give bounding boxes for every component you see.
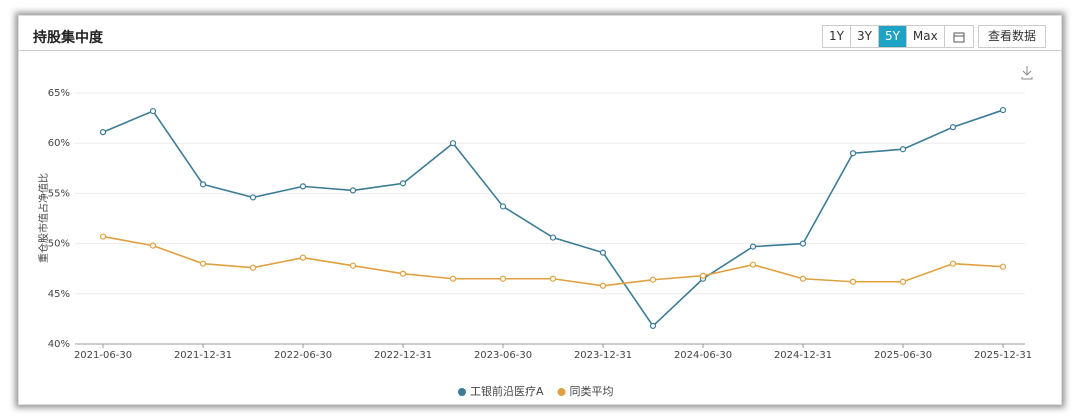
x-tick-label: 2024-12-31 [774,350,832,361]
range-buttons: 1Y 3Y 5Y Max [822,25,974,48]
data-point [549,275,557,282]
y-tick-label: 50% [48,239,70,250]
title: 持股集中度 [33,30,103,46]
data-point [949,260,957,267]
data-point [749,243,757,250]
view-data-button[interactable]: 查看数据 [978,25,1047,48]
data-point [599,249,607,256]
data-point [499,203,507,210]
range-button[interactable]: 5Y [878,26,907,47]
x-tick-label: 2021-06-30 [74,350,132,361]
legend-label: 同类平均 [570,384,614,398]
data-point [299,254,307,261]
y-tick-label: 45% [48,289,70,300]
data-point [349,187,357,194]
data-point [649,322,657,330]
data-point [449,275,457,282]
y-tick-label: 40% [48,339,70,350]
data-point [849,278,857,285]
data-point [249,194,257,201]
y-tick-label: 60% [48,138,70,149]
download-icon[interactable] [1021,66,1033,80]
data-point [899,146,907,153]
data-point [149,242,157,249]
range-button[interactable]: 3Y [851,26,879,47]
x-tick-label: 2023-06-30 [474,350,532,361]
legend-marker [458,388,466,396]
data-point [399,180,407,187]
data-point [999,106,1007,114]
data-point [649,276,657,283]
y-tick-label: 55% [48,188,70,199]
calendar-icon [953,32,965,43]
data-point [99,129,107,136]
legend-marker [557,388,566,396]
legend-label: 工银前沿医疗A [470,384,544,398]
data-point [849,150,857,157]
data-point [399,270,407,277]
data-point [199,181,207,188]
x-tick-label: 2021-12-31 [174,350,232,361]
data-point [149,107,157,115]
calendar-button[interactable] [945,26,973,47]
data-point [349,262,357,269]
x-tick-label: 2022-06-30 [274,350,332,361]
x-tick-label: 2025-12-31 [974,350,1032,361]
panel: 持股集中度 1Y 3Y 5Y Max 查看数据 [18,15,1062,405]
x-tick-label: 2025-06-30 [874,350,932,361]
data-point [549,234,557,241]
y-tick-label: 65% [48,88,70,99]
data-point [499,275,507,282]
data-point [299,183,307,190]
divider [19,50,1061,51]
data-point [999,263,1007,270]
data-point [799,275,807,282]
data-point [449,140,457,147]
data-point [699,272,707,279]
data-point [899,278,907,285]
x-tick-label: 2022-12-31 [374,350,432,361]
data-point [99,233,107,240]
data-point [799,240,807,247]
data-point [199,260,207,267]
x-tick-label: 2023-12-31 [574,350,632,361]
data-point [249,264,257,271]
data-point [599,282,607,289]
data-point [949,124,957,131]
range-button[interactable]: 1Y [823,26,851,47]
data-point [749,261,757,268]
range-button[interactable]: Max [907,26,945,47]
y-axis-label: 重仓股市值占净值比 [37,173,50,263]
x-tick-label: 2024-06-30 [674,350,732,361]
